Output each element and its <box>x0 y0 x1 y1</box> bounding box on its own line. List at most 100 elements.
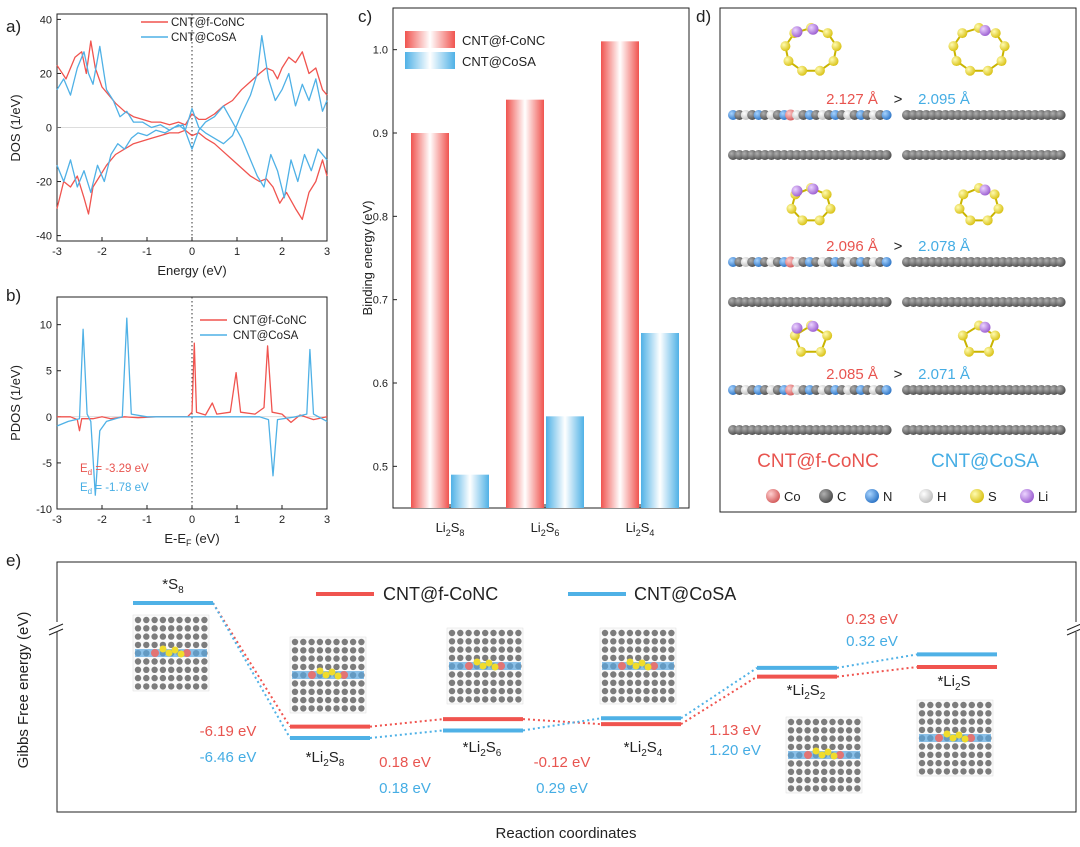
gibbs-step-red: 1.13 eV <box>709 722 761 739</box>
surface-snapshot <box>785 716 863 794</box>
dos-ytick-label: 40 <box>40 14 52 26</box>
atom-s <box>831 41 842 52</box>
dos-ylabel: DOS (1/eV) <box>8 94 23 161</box>
surface-snapshot <box>289 636 367 714</box>
sulfur-chain <box>952 26 1006 72</box>
surface-snapshot <box>916 699 994 777</box>
pdos-ytick-label: -5 <box>42 458 52 470</box>
gibbs-step-red: 0.23 eV <box>846 611 898 628</box>
gibbs-step-red: 0.18 eV <box>379 754 431 771</box>
pdos-xtick-label: -3 <box>52 514 62 526</box>
dos-series-red-down <box>56 129 328 221</box>
atom-legend-label: H <box>937 489 946 504</box>
pdos-ytick-label: 10 <box>40 320 52 332</box>
distance-blue: 2.078 Å <box>918 238 970 255</box>
binding-chart-ticks: Li2S8 Li2S6 Li2S4 0.5 0.6 0.7 0.8 0.9 1.0 <box>373 45 655 538</box>
binding-xtick-label: Li2S6 <box>531 520 560 538</box>
surface-snapshot <box>132 614 210 692</box>
dos-ytick-label: -20 <box>36 177 52 189</box>
sulfur-chain <box>784 26 838 72</box>
dos-legend-red: CNT@f-CoNC <box>171 17 245 29</box>
atom-s <box>965 65 976 76</box>
gibbs-connector-red <box>212 602 291 728</box>
binding-ylabel: Binding energy (eV) <box>360 201 375 316</box>
atom-s <box>822 28 833 39</box>
atom-s <box>821 189 832 200</box>
gibbs-connector-blue <box>836 653 918 669</box>
ed-annotation-blue: Ed = -1.78 eV <box>80 482 149 496</box>
structure-models: 2.127 Å >2.095 Å 2.096 Å >2.078 Å 2.085 Å >2.… <box>728 22 1066 435</box>
compare-symbol: > <box>894 366 903 383</box>
bar-blue <box>641 333 679 508</box>
pdos-series-blue-points <box>56 317 328 496</box>
gibbs-legend-blue: CNT@CoSA <box>634 584 736 604</box>
atom-s <box>951 56 962 67</box>
atom-c <box>1055 297 1066 307</box>
gibbs-ylabel: Gibbs Free energy (eV) <box>15 612 32 769</box>
bar-red <box>411 133 449 508</box>
compare-symbol: > <box>894 91 903 108</box>
atom-s <box>780 41 791 52</box>
pdos-xtick-label: 2 <box>279 514 285 526</box>
atom-c <box>1055 425 1066 435</box>
atom-s <box>999 41 1010 52</box>
pdos-xtick-label: 3 <box>324 514 330 526</box>
bar-blue <box>451 474 489 508</box>
gibbs-chart-frame <box>56 561 1077 813</box>
gibbs-connector-red <box>836 666 918 678</box>
pdos-xtick-label: 1 <box>234 514 240 526</box>
pdos-chart-series <box>56 297 328 509</box>
dos-ytick-label: 0 <box>46 123 52 135</box>
atom-s <box>797 65 808 76</box>
atom-legend-label: C <box>837 489 846 504</box>
dos-xtick-label: 0 <box>189 246 195 258</box>
dos-ytick-label: -40 <box>36 231 52 243</box>
atom-li <box>791 26 803 38</box>
gibbs-state-label: *S8 <box>162 576 184 596</box>
gibbs-step-blue: 0.32 eV <box>846 633 898 650</box>
binding-ytick-label: 0.7 <box>373 295 388 307</box>
atom-c <box>1055 257 1066 267</box>
atom-s <box>990 28 1001 39</box>
dos-xtick-label: -1 <box>142 246 152 258</box>
distance-blue: 2.095 Å <box>918 91 970 108</box>
pdos-legend-blue: CNT@CoSA <box>233 330 299 342</box>
atom-s <box>783 56 794 67</box>
dos-chart: -3 -2 -1 0 1 2 3 -40 -20 0 20 40 CNT@f-CoNC CNT@CoS… <box>8 13 330 278</box>
pdos-legend-red: CNT@f-CoNC <box>233 315 307 327</box>
ed-annotation-red: Ed = -3.29 eV <box>80 463 149 477</box>
atom-n <box>881 385 892 395</box>
gibbs-connector-blue <box>522 717 602 732</box>
atom-li <box>979 25 991 36</box>
axis-break-right <box>1066 622 1080 636</box>
gibbs-step-red: -0.12 eV <box>534 754 591 771</box>
dos-xtick-label: 2 <box>279 246 285 258</box>
gibbs-step-blue: -6.46 eV <box>200 749 257 766</box>
panel-label-d: d) <box>696 7 711 26</box>
binding-xtick-label: Li2S4 <box>626 520 655 538</box>
atom-n <box>881 257 892 267</box>
atom-li <box>807 320 819 332</box>
atom-s <box>957 330 968 341</box>
panel-label-e: e) <box>6 551 21 570</box>
gibbs-chart: CNT@f-CoNC CNT@CoSA *S8 *Li2S8 *Li2S6 *Li2S… <box>15 561 1080 842</box>
binding-legend-swatch-red <box>405 31 455 48</box>
atom-li <box>807 23 819 35</box>
panel-label-a: a) <box>6 17 21 36</box>
dos-xtick-label: 1 <box>234 246 240 258</box>
atom-s <box>982 215 993 226</box>
atom-s <box>822 330 833 341</box>
gibbs-step-blue: 0.29 eV <box>536 780 588 797</box>
atom-legend-label: S <box>988 489 997 504</box>
bar-red <box>506 99 544 509</box>
atom-s <box>957 28 968 39</box>
binding-ytick-label: 0.8 <box>373 211 388 223</box>
dos-series-blue-down <box>56 105 328 199</box>
distance-red: 2.085 Å <box>826 366 878 383</box>
binding-ytick-label: 1.0 <box>373 45 388 57</box>
atom-li <box>791 185 803 197</box>
pdos-ytick-label: -10 <box>36 504 52 516</box>
